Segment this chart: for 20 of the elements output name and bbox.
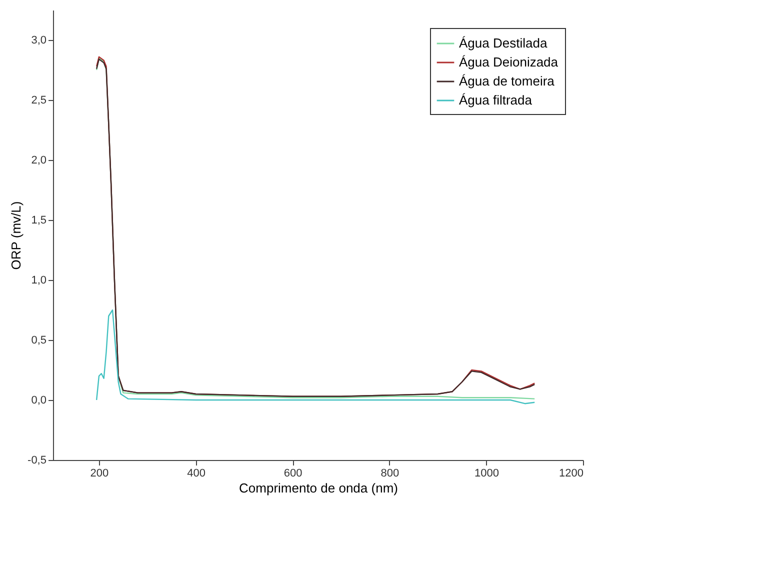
x-tick-label: 400 <box>187 468 206 480</box>
legend-label: Água Deionizada <box>459 54 559 70</box>
y-axis-title: ORP (mv/L) <box>8 201 24 270</box>
y-tick-label: 0,5 <box>31 334 46 346</box>
x-tick-label: 200 <box>90 468 109 480</box>
x-axis-title: Comprimento de onda (nm) <box>239 480 398 496</box>
y-tick-label: 2,0 <box>31 154 46 166</box>
y-tick-label: 3,0 <box>31 34 46 46</box>
legend-label: Água filtrada <box>459 92 533 108</box>
y-tick-label: 1,0 <box>31 274 46 286</box>
y-tick-label: 2,5 <box>31 94 46 106</box>
y-tick-label: 0,0 <box>31 394 46 406</box>
x-tick-label: 1200 <box>559 468 584 480</box>
legend-label: Água de tomeira <box>459 74 556 88</box>
x-tick-label: 600 <box>284 468 302 480</box>
x-tick-label: 800 <box>380 468 400 480</box>
x-tick-label: 1000 <box>474 468 499 480</box>
legend-label: Água Destilada <box>459 36 548 50</box>
y-tick-label: -0,5 <box>28 454 46 466</box>
y-tick-label: 1,5 <box>31 214 46 226</box>
